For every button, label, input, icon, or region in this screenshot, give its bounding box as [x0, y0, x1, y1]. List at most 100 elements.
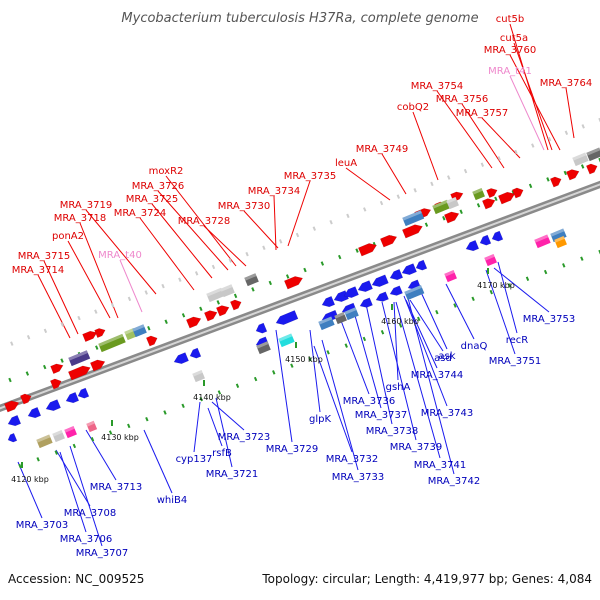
forward-gene-label[interactable]: MRA_3715 — [18, 251, 70, 262]
reverse-gene-label[interactable]: recR — [506, 335, 529, 346]
forward-gene[interactable] — [82, 329, 98, 343]
forward-gene-label[interactable]: MRA_t40 — [98, 250, 142, 261]
reverse-gene-label[interactable]: MRA_3742 — [428, 476, 480, 487]
forward-gene-label[interactable]: MRA_3735 — [284, 171, 336, 182]
reverse-gene-label[interactable]: MRA_3733 — [332, 472, 384, 483]
forward-gene[interactable] — [497, 190, 516, 205]
feature-box[interactable] — [344, 307, 359, 321]
forward-gene-label[interactable]: MRA_3760 — [484, 45, 536, 56]
reverse-gene-label[interactable]: cyp137 — [176, 454, 213, 465]
reverse-gene-label[interactable]: MRA_3713 — [90, 482, 142, 493]
reverse-gene[interactable] — [370, 274, 389, 289]
forward-gene[interactable] — [401, 222, 424, 239]
forward-gene-label[interactable]: MRA_t41 — [488, 66, 532, 77]
feature-box[interactable] — [550, 228, 567, 243]
reverse-gene[interactable] — [254, 322, 268, 335]
reverse-gene[interactable] — [342, 286, 359, 300]
forward-gene[interactable] — [486, 186, 498, 199]
feature-box[interactable] — [484, 254, 497, 267]
forward-gene[interactable] — [50, 362, 64, 375]
reverse-gene[interactable] — [332, 290, 349, 304]
feature-box[interactable] — [402, 210, 425, 227]
reverse-gene-label[interactable]: dnaQ — [461, 341, 488, 352]
reverse-gene[interactable] — [358, 297, 373, 310]
reverse-gene[interactable] — [6, 414, 22, 428]
feature-box[interactable] — [572, 152, 589, 167]
forward-gene-label[interactable]: MRA_3718 — [54, 213, 106, 224]
forward-gene[interactable] — [19, 392, 33, 405]
forward-gene[interactable] — [94, 326, 106, 339]
reverse-gene-label[interactable]: MRA_3738 — [366, 426, 418, 437]
forward-gene-label[interactable]: cut5b — [496, 14, 524, 25]
reverse-gene[interactable] — [464, 239, 480, 253]
forward-gene[interactable] — [443, 209, 460, 224]
forward-gene[interactable] — [203, 308, 219, 322]
reverse-gene-label[interactable]: rsfB — [212, 448, 232, 459]
forward-gene[interactable] — [357, 241, 378, 257]
feature-box[interactable] — [220, 284, 235, 298]
feature-box[interactable] — [444, 270, 457, 283]
feature-box[interactable] — [318, 316, 335, 331]
reverse-gene-label[interactable]: gshA — [386, 382, 411, 393]
reverse-gene[interactable] — [490, 230, 504, 243]
forward-gene-label[interactable]: MRA_3730 — [218, 201, 270, 212]
reverse-gene-label[interactable]: MRA_3744 — [411, 370, 463, 381]
forward-gene[interactable] — [511, 186, 525, 199]
forward-gene-label[interactable]: MRA_3756 — [436, 94, 488, 105]
reverse-gene-label[interactable]: MRA_3753 — [523, 314, 575, 325]
forward-gene-label[interactable]: cut5a — [500, 33, 528, 44]
forward-gene-label[interactable]: MRA_3749 — [356, 144, 408, 155]
forward-gene-label[interactable]: MRA_3757 — [456, 108, 508, 119]
reverse-gene[interactable] — [64, 391, 80, 405]
forward-gene-label[interactable]: MRA_3724 — [114, 208, 166, 219]
reverse-gene[interactable] — [6, 432, 18, 443]
forward-gene-label[interactable]: moxR2 — [149, 166, 184, 177]
feature-box[interactable] — [586, 147, 600, 162]
forward-gene-label[interactable]: MRA_3734 — [248, 186, 300, 197]
reverse-gene[interactable] — [388, 268, 404, 282]
reverse-gene-label[interactable]: MRA_3736 — [343, 396, 395, 407]
feature-box[interactable] — [68, 350, 91, 367]
feature-box[interactable] — [192, 370, 205, 383]
feature-box[interactable] — [334, 312, 347, 325]
forward-gene[interactable] — [379, 233, 398, 248]
reverse-gene[interactable] — [374, 291, 389, 304]
forward-gene[interactable] — [185, 314, 202, 329]
reverse-gene-label[interactable]: MRA_3741 — [414, 460, 466, 471]
forward-gene[interactable] — [229, 298, 243, 311]
forward-gene-label[interactable]: leuA — [335, 158, 357, 169]
reverse-gene-label[interactable]: asd — [434, 353, 452, 364]
reverse-gene[interactable] — [26, 406, 42, 420]
feature-box[interactable] — [446, 197, 459, 210]
forward-gene-label[interactable]: cobQ2 — [397, 102, 429, 113]
feature-box[interactable] — [64, 426, 77, 439]
feature-box[interactable] — [256, 341, 271, 355]
forward-gene[interactable] — [585, 162, 599, 175]
reverse-gene-label[interactable]: MRA_3743 — [421, 408, 473, 419]
reverse-gene-label[interactable]: whiB4 — [157, 495, 188, 506]
feature-box[interactable] — [404, 284, 425, 301]
forward-gene[interactable] — [145, 334, 159, 347]
forward-gene-label[interactable]: MRA_3725 — [126, 194, 178, 205]
reverse-gene[interactable] — [478, 234, 492, 247]
forward-gene-label[interactable]: MRA_3719 — [60, 200, 112, 211]
feature-box[interactable] — [554, 236, 567, 249]
reverse-gene[interactable] — [356, 280, 373, 294]
forward-gene[interactable] — [89, 357, 106, 372]
forward-gene-label[interactable]: MRA_3728 — [178, 216, 230, 227]
forward-gene[interactable] — [67, 363, 92, 381]
reverse-gene-label[interactable]: MRA_3706 — [60, 534, 112, 545]
reverse-gene-label[interactable]: MRA_3751 — [489, 356, 541, 367]
reverse-gene[interactable] — [414, 259, 428, 272]
reverse-gene[interactable] — [400, 263, 417, 277]
reverse-gene-label[interactable]: MRA_3737 — [355, 410, 407, 421]
feature-box[interactable] — [472, 188, 485, 201]
forward-gene[interactable] — [481, 196, 497, 210]
reverse-gene-label[interactable]: MRA_3703 — [16, 520, 68, 531]
feature-box[interactable] — [98, 333, 126, 353]
reverse-gene-label[interactable]: glpK — [309, 414, 331, 425]
reverse-gene[interactable] — [76, 387, 90, 400]
reverse-gene-label[interactable]: MRA_3739 — [390, 442, 442, 453]
reverse-gene-label[interactable]: ask — [438, 351, 455, 362]
feature-box[interactable] — [432, 199, 451, 215]
